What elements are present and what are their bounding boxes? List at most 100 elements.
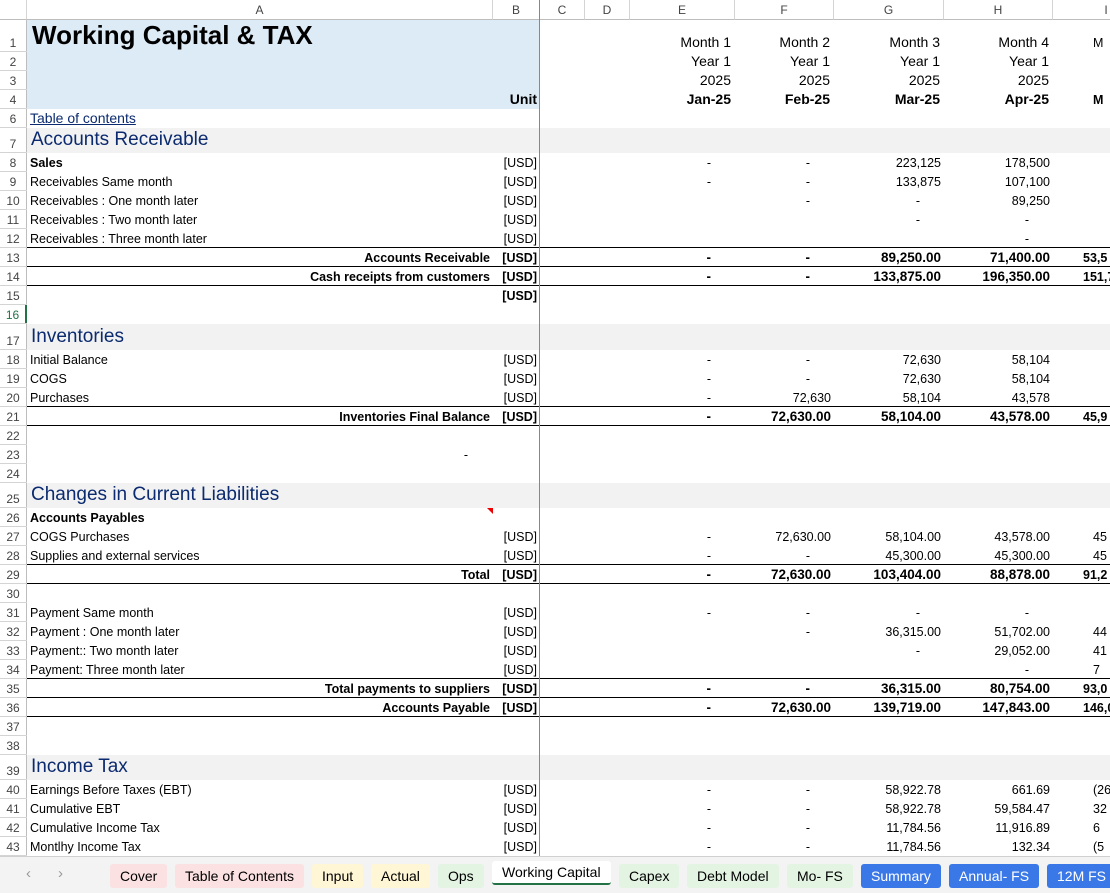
header-cell[interactable]: Jan-25 [686,91,731,107]
prev-sheet-arrow[interactable]: ‹ [26,865,31,882]
value-cell[interactable]: - [805,175,810,189]
sheet-tab[interactable]: Table of Contents [175,864,304,888]
value-cell-clipped[interactable]: 7 [1093,663,1100,677]
row-number[interactable]: 25 [0,483,27,508]
header-cell[interactable]: 2025 [908,72,940,88]
column-header[interactable]: H [944,0,1053,20]
value-cell[interactable]: 107,100 [1004,175,1050,189]
value-cell[interactable]: - [706,530,711,544]
unit-cell[interactable]: [USD] [503,232,537,246]
column-header[interactable]: G [834,0,944,20]
value-cell-clipped[interactable]: 91,2 [1083,568,1108,582]
unit-cell[interactable]: [USD] [503,391,537,405]
value-cell[interactable]: 58,104.00 [880,409,941,424]
row-number[interactable]: 28 [0,546,27,565]
value-cell[interactable]: - [805,681,811,696]
value-cell[interactable]: 89,250.00 [880,250,941,265]
value-cell[interactable]: 58,922.78 [885,802,941,816]
row-number[interactable]: 35 [0,679,27,698]
unit-cell[interactable]: [USD] [503,663,537,677]
row-number[interactable]: 12 [0,229,27,248]
value-cell[interactable]: - [706,840,711,854]
value-cell[interactable]: - [805,250,811,265]
value-cell[interactable]: 132.34 [1011,840,1050,854]
row-number[interactable]: 11 [0,210,27,229]
row-label[interactable]: Cumulative Income Tax [30,821,160,835]
value-cell[interactable]: 80,754.00 [989,681,1050,696]
value-cell[interactable]: - [805,840,810,854]
value-cell[interactable]: 88,878.00 [989,567,1050,582]
sheet-tab[interactable]: Ops [438,864,484,888]
unit-cell[interactable]: [USD] [503,353,537,367]
header-cell[interactable]: Month 1 [680,34,731,50]
value-cell[interactable]: - [805,353,810,367]
row-number[interactable]: 15 [0,286,27,305]
row-label[interactable]: Payment: Three month later [30,663,185,677]
value-cell[interactable]: - [1024,213,1029,227]
row-number[interactable]: 22 [0,426,27,445]
unit-cell[interactable]: [USD] [502,410,537,424]
value-cell[interactable]: - [805,194,810,208]
total-label[interactable]: Accounts Payable [382,701,490,715]
row-number[interactable]: 17 [0,324,27,350]
sheet-tab[interactable]: Cover [110,864,168,888]
unit-cell[interactable]: [USD] [503,372,537,386]
value-cell[interactable]: - [706,821,711,835]
row-label[interactable]: Sales [30,156,63,170]
value-cell[interactable]: - [805,372,810,386]
row-label[interactable]: Payment:: Two month later [30,644,179,658]
value-cell[interactable]: 58,104.00 [885,530,941,544]
header-cell[interactable]: Year 1 [1009,53,1049,69]
row-number[interactable]: 8 [0,153,27,172]
value-cell[interactable]: - [1024,232,1029,246]
value-cell[interactable]: - [706,783,711,797]
unit-cell[interactable]: [USD] [503,840,537,854]
column-header[interactable]: I [1053,0,1110,20]
value-cell[interactable]: - [706,409,712,424]
value-cell[interactable]: - [805,783,810,797]
total-label[interactable]: Cash receipts from customers [310,270,490,284]
unit-cell[interactable]: [USD] [503,213,537,227]
unit-cell[interactable]: [USD] [503,802,537,816]
value-cell[interactable]: - [706,549,711,563]
unit-cell[interactable]: [USD] [503,530,537,544]
value-cell-clipped[interactable]: 146,0 [1083,701,1110,715]
value-cell[interactable]: 72,630 [902,372,941,386]
value-cell[interactable]: - [805,625,810,639]
unit-cell[interactable]: [USD] [503,194,537,208]
row-number[interactable]: 9 [0,172,27,191]
section-title[interactable]: Inventories [31,326,124,347]
unit-cell[interactable]: [USD] [503,156,537,170]
value-cell[interactable]: 58,104 [1011,372,1050,386]
value-cell[interactable]: 43,578.00 [989,409,1050,424]
value-cell[interactable]: - [706,567,712,582]
value-cell[interactable]: - [706,156,711,170]
sheet-tab[interactable]: Debt Model [687,864,779,888]
value-cell[interactable]: - [1024,606,1029,620]
row-number[interactable]: 32 [0,622,27,641]
value-cell[interactable]: 196,350.00 [982,269,1050,284]
unit-cell[interactable]: [USD] [502,701,537,715]
section-title[interactable]: Accounts Receivable [31,129,209,150]
row-number[interactable]: 19 [0,369,27,388]
row-number[interactable]: 30 [0,584,27,603]
value-cell[interactable]: - [706,175,711,189]
row-number[interactable]: 33 [0,641,27,660]
value-cell[interactable]: 72,630.00 [770,700,831,715]
row-number[interactable]: 31 [0,603,27,622]
row-number[interactable]: 13 [0,248,27,267]
unit-cell[interactable]: [USD] [502,289,537,303]
value-cell[interactable]: 11,916.89 [995,821,1050,835]
row-number[interactable]: 29 [0,565,27,584]
column-header[interactable]: A [27,0,493,20]
row-label[interactable]: Montlhy Income Tax [30,840,141,854]
row-number[interactable]: 39 [0,755,27,780]
value-cell-clipped[interactable]: 53,5 [1083,251,1108,265]
row-label[interactable]: COGS Purchases [30,530,130,544]
header-cell[interactable]: Year 1 [790,53,830,69]
row-label[interactable]: Receivables : Three month later [30,232,207,246]
row-label[interactable]: Supplies and external services [30,549,200,563]
row-number[interactable]: 14 [0,267,27,286]
row-number[interactable]: 4 [0,90,27,109]
row-number[interactable]: 24 [0,464,27,483]
